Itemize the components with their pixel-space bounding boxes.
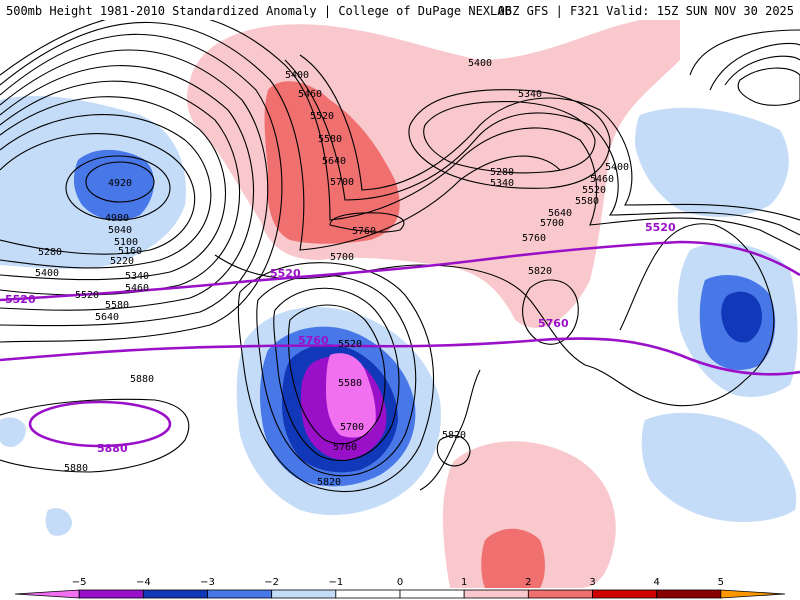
label-5280: 5280 xyxy=(38,247,62,258)
label-4920: 4920 xyxy=(108,178,132,189)
label-5640: 5640 xyxy=(95,312,119,323)
label-ridge-5700: 5700 xyxy=(330,177,354,188)
label-ridge-5580: 5580 xyxy=(318,134,342,145)
height-contours xyxy=(0,20,800,493)
label-ak-5520: 5520 xyxy=(582,185,606,196)
label-5040: 5040 xyxy=(108,225,132,236)
colorbar-block xyxy=(142,589,208,599)
label-ak-5700: 5700 xyxy=(540,218,564,229)
colorbar-block xyxy=(271,589,337,599)
label-hl-5760a: 5760 xyxy=(298,334,329,347)
colorbar-block xyxy=(463,589,529,599)
label-ak-5280: 5280 xyxy=(490,167,514,178)
contour-5880 xyxy=(28,400,172,448)
negative-anomaly-shading xyxy=(0,95,798,536)
colorbar-block xyxy=(78,589,144,599)
label-sub-5880b: 5880 xyxy=(64,463,88,474)
label-5400: 5400 xyxy=(35,268,59,279)
colorbar-tick-label: −1 xyxy=(328,577,343,588)
model-run-info: 06Z GFS | F321 Valid: 15Z SUN NOV 30 202… xyxy=(497,4,794,18)
label-ridge-5700b: 5700 xyxy=(330,252,354,263)
label-ak-5400: 5400 xyxy=(468,58,492,69)
label-sub-5820a: 5820 xyxy=(528,266,552,277)
label-ridge-5400: 5400 xyxy=(285,70,309,81)
label-ak-5340b: 5340 xyxy=(490,178,514,189)
label-sub-5820b: 5820 xyxy=(442,430,466,441)
colorbar-block xyxy=(335,589,401,599)
contour-low-4920 xyxy=(85,161,155,203)
anomaly-map: 4920 4980 5040 5100 5160 5220 5280 5340 … xyxy=(0,20,800,588)
label-hl-5520a: 5520 xyxy=(5,293,36,306)
map-header: 500mb Height 1981-2010 Standardized Anom… xyxy=(0,0,800,20)
colorbar-tick-label: −3 xyxy=(200,577,215,588)
label-cut-5700: 5700 xyxy=(340,422,364,433)
label-ak-5400b: 5400 xyxy=(605,162,629,173)
label-cut-5520: 5520 xyxy=(338,339,362,350)
label-hl-5520b: 5520 xyxy=(270,267,301,280)
label-ak-5760: 5760 xyxy=(522,233,546,244)
colorbar-tick-label: 4 xyxy=(653,577,659,588)
label-ak-5640: 5640 xyxy=(548,208,572,219)
label-5100: 5100 xyxy=(114,237,138,248)
label-hl-5520c: 5520 xyxy=(645,221,676,234)
label-5460: 5460 xyxy=(125,283,149,294)
label-5160: 5160 xyxy=(118,246,142,257)
label-ridge-5640: 5640 xyxy=(322,156,346,167)
colorbar-tick-label: 1 xyxy=(461,577,467,588)
highlighted-contours xyxy=(0,240,800,448)
colorbar-tick-label: 5 xyxy=(718,577,724,588)
label-cut-5760: 5760 xyxy=(333,442,357,453)
label-cut-5580: 5580 xyxy=(338,378,362,389)
contour-5520 xyxy=(0,240,800,302)
label-ak-5340: 5340 xyxy=(518,89,542,100)
label-ridge-5460: 5460 xyxy=(298,89,322,100)
colorbar-block xyxy=(592,589,658,599)
colorbar-block xyxy=(656,589,722,599)
label-hl-5880: 5880 xyxy=(97,442,128,455)
label-hl-5760b: 5760 xyxy=(538,317,569,330)
label-ak-5460: 5460 xyxy=(590,174,614,185)
anomaly-colorbar: −5 −4 −3 −2 −1 0 1 2 3 4 5 xyxy=(14,577,786,599)
colorbar-block xyxy=(527,589,593,599)
label-4980: 4980 xyxy=(105,213,129,224)
contour-value-labels: 4920 4980 5040 5100 5160 5220 5280 5340 … xyxy=(5,58,676,488)
colorbar-tick-label: 2 xyxy=(525,577,531,588)
map-title: 500mb Height 1981-2010 Standardized Anom… xyxy=(6,4,512,18)
label-ak-5580: 5580 xyxy=(575,196,599,207)
positive-anomaly-shading xyxy=(187,20,680,588)
colorbar-block xyxy=(720,589,786,599)
label-cut-5820: 5820 xyxy=(317,477,341,488)
label-ridge-5760: 5760 xyxy=(352,226,376,237)
colorbar-tick-label: 3 xyxy=(589,577,595,588)
label-5340: 5340 xyxy=(125,271,149,282)
colorbar-tick-label: −2 xyxy=(264,577,279,588)
label-5580: 5580 xyxy=(105,300,129,311)
colorbar-block xyxy=(399,589,465,599)
colorbar-blocks xyxy=(14,589,786,599)
colorbar-block xyxy=(207,589,273,599)
contour-low-4980 xyxy=(65,155,171,221)
colorbar-block xyxy=(14,589,80,599)
contour-5760 xyxy=(0,337,800,376)
label-5220: 5220 xyxy=(110,256,134,267)
label-sub-5880a: 5880 xyxy=(130,374,154,385)
label-ridge-5520: 5520 xyxy=(310,111,334,122)
colorbar-tick-label: −5 xyxy=(72,577,87,588)
label-5520-w: 5520 xyxy=(75,290,99,301)
colorbar-tick-label: 0 xyxy=(397,577,403,588)
colorbar-ticks: −5 −4 −3 −2 −1 0 1 2 3 4 5 xyxy=(72,577,724,588)
colorbar-tick-label: −4 xyxy=(136,577,151,588)
